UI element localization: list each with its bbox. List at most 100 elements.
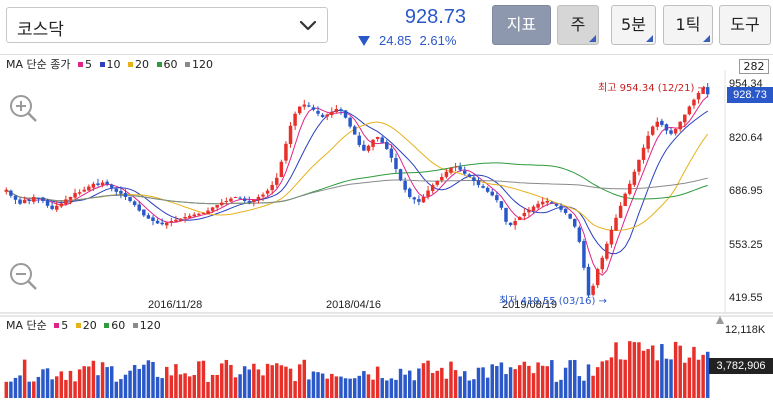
ma-line-20 [6, 121, 709, 232]
candle-body [385, 142, 389, 149]
candle-body [197, 213, 201, 215]
volume-bar [476, 367, 481, 398]
y-axis-label: 553.25 [729, 239, 763, 251]
volume-bar [527, 365, 531, 398]
volume-bar [183, 373, 187, 398]
candle-body [573, 218, 577, 227]
volume-bar [655, 360, 660, 398]
ma-color-swatch [99, 62, 105, 67]
candle-body [18, 199, 22, 204]
zoom-in-icon[interactable] [8, 93, 38, 123]
market-selector[interactable]: 코스닥 [6, 7, 328, 43]
volume-bar [407, 370, 412, 398]
candle-body [683, 114, 687, 123]
candle-body [628, 183, 632, 194]
ma-color-swatch [75, 323, 81, 328]
volume-bar [155, 376, 160, 398]
candle-body [247, 200, 252, 202]
volume-bar [297, 364, 302, 398]
candle-body [45, 199, 50, 206]
volume-bar [554, 381, 559, 398]
candle-body [600, 257, 605, 270]
x-axis-label: 2016/11/28 [148, 299, 203, 311]
candle-body [467, 174, 472, 177]
candle-body [705, 87, 710, 95]
candle-body [458, 166, 462, 170]
candle-body [522, 212, 527, 217]
scroll-up-icon[interactable] [715, 315, 725, 327]
volume-bar [669, 359, 673, 398]
volume-bar [229, 364, 233, 398]
volume-bar [261, 375, 265, 398]
volume-bar [270, 365, 274, 398]
candle-body [407, 188, 412, 197]
volume-bar [540, 365, 545, 398]
candle-body [426, 190, 430, 197]
volume-ma-legend: MA 단순 5 20 60 120 [6, 317, 161, 333]
volume-bar [536, 362, 540, 398]
candle-body [632, 171, 637, 185]
volume-bar [109, 366, 114, 398]
candle-body [563, 208, 568, 213]
volume-bar [82, 366, 86, 398]
candle-body [371, 139, 375, 147]
week-period-button[interactable]: 주 [557, 5, 599, 45]
x-axis-label: 2019/08/19 [502, 299, 558, 311]
candle-body [91, 183, 96, 188]
volume-bar [568, 360, 572, 398]
volume-bar [45, 368, 50, 398]
candle-body [485, 187, 490, 192]
volume-bar [385, 380, 389, 398]
candle-body [224, 200, 229, 202]
candle-body [595, 269, 600, 286]
minute-period-button[interactable]: 5분 [611, 5, 656, 45]
volume-bar [664, 358, 669, 398]
volume-bar [687, 357, 692, 398]
y-axis-label: 820.64 [729, 132, 763, 144]
candle-body [297, 106, 302, 114]
tick-period-button[interactable]: 1틱 [663, 5, 713, 45]
candle-body [669, 130, 673, 134]
candle-body [339, 109, 343, 111]
candle-body [334, 108, 339, 112]
volume-bar [605, 360, 609, 398]
volume-bar [412, 380, 417, 398]
volume-bar [495, 366, 499, 398]
candle-body [417, 199, 421, 202]
volume-bar [334, 376, 339, 398]
tick-button-label: 1틱 [675, 15, 701, 34]
candle-body [32, 196, 36, 202]
tools-button[interactable]: 도구 [719, 5, 771, 45]
candle-body [586, 266, 591, 296]
volume-bar [128, 370, 132, 398]
ma-legend-prefix: MA 단순 종가 [6, 58, 71, 71]
dropdown-corner-icon [703, 35, 710, 42]
candle-body [614, 217, 618, 231]
candle-body [462, 170, 467, 174]
candle-body [559, 205, 563, 210]
volume-bar [197, 361, 201, 398]
volume-bar [366, 374, 371, 398]
zoom-out-icon[interactable] [8, 261, 38, 291]
volume-bar [692, 346, 696, 398]
candle-body [591, 285, 595, 295]
candle-body [68, 196, 73, 200]
down-arrow-icon [358, 36, 370, 46]
volume-bar [398, 368, 403, 398]
volume-bar [522, 361, 527, 398]
candle-body [178, 218, 183, 221]
volume-bar [233, 377, 238, 398]
volume-bar [13, 377, 18, 398]
price-ma-legend: MA 단순 종가 5 10 20 60 120 [6, 56, 213, 72]
ma-20-label: 20 [135, 58, 149, 71]
volume-bar [96, 375, 100, 398]
candle-body [394, 158, 398, 169]
volume-bar [678, 345, 682, 398]
ma-color-swatch [132, 323, 138, 328]
candle-body [646, 135, 650, 149]
minute-button-label: 5분 [621, 15, 646, 34]
volume-bar [187, 376, 192, 398]
indicator-button[interactable]: 지표 [492, 5, 551, 45]
volume-bar [499, 362, 504, 398]
